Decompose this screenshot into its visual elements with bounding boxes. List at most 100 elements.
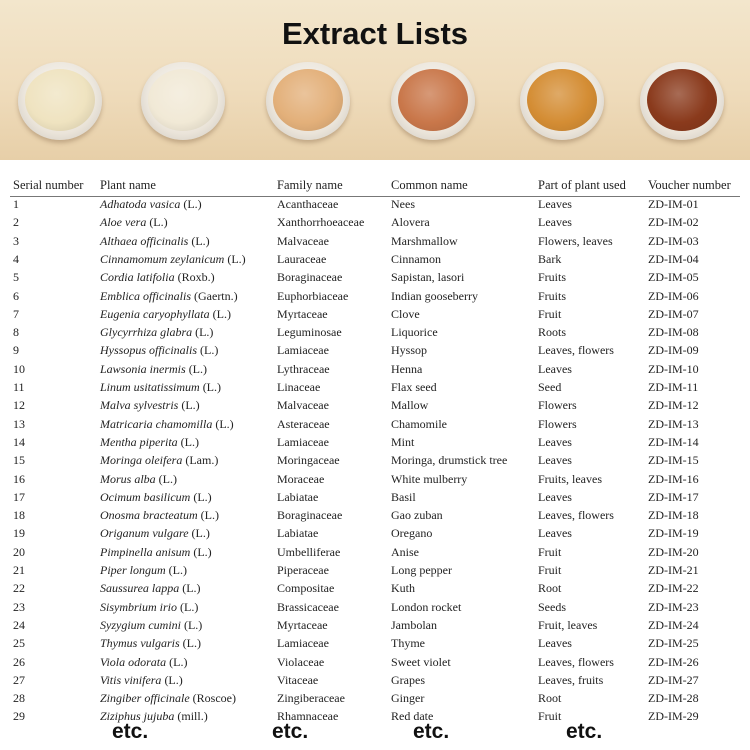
cell-voucher-number: ZD-IM-29 (648, 709, 699, 724)
authority: (L.) (202, 380, 222, 394)
cell-plant-name: Origanum vulgare (L.) (100, 526, 210, 541)
authority: (L.) (193, 544, 212, 559)
cell-plant-name: Ziziphus jujuba (mill.) (100, 709, 208, 724)
cell-part-used: Fruit (538, 563, 562, 577)
header-common-name: Common name (391, 178, 468, 192)
species-name: Piper longum (100, 563, 166, 577)
cell-part-used: Fruit (538, 544, 562, 559)
cell-serial-number: 28 (13, 691, 25, 706)
cell-common-name: White mulberry (391, 471, 468, 486)
cell-common-name: Nees (391, 197, 415, 211)
cell-common-name: Moringa, drumstick tree (391, 453, 508, 468)
authority: (Roxb.) (177, 270, 215, 285)
cell-voucher-number: ZD-IM-27 (648, 672, 699, 687)
cell-voucher-number: ZD-IM-01 (648, 197, 699, 211)
authority: (mill.) (177, 709, 208, 724)
cell-part-used: Leaves (538, 489, 572, 504)
cell-common-name: Henna (391, 361, 423, 376)
cell-voucher-number: ZD-IM-14 (648, 434, 699, 449)
cell-family-name: Asteraceae (277, 416, 330, 431)
header-voucher-number: Voucher number (648, 178, 731, 192)
cell-family-name: Compositae (277, 581, 335, 596)
etc-label: etc. (566, 720, 603, 743)
cell-voucher-number: ZD-IM-02 (648, 215, 699, 230)
authority: (L.) (188, 361, 208, 376)
cell-plant-name: Thymus vulgaris (L.) (100, 636, 201, 651)
header-family-name: Family name (277, 178, 343, 192)
cell-common-name: Liquorice (391, 325, 438, 340)
cell-voucher-number: ZD-IM-11 (648, 380, 699, 394)
cell-common-name: Chamomile (391, 416, 447, 431)
authority: (L.) (193, 489, 212, 504)
cell-family-name: Zingiberaceae (277, 691, 345, 706)
authority: (L.) (183, 197, 202, 211)
cell-family-name: Leguminosae (277, 325, 342, 340)
cell-serial-number: 20 (13, 544, 25, 559)
cell-family-name: Lamiaceae (277, 434, 329, 449)
cell-voucher-number: ZD-IM-15 (648, 453, 699, 468)
cell-common-name: London rocket (391, 599, 462, 614)
cell-plant-name: Pimpinella anisum (L.) (100, 545, 212, 560)
species-name: Saussurea lappa (100, 581, 180, 596)
cell-plant-name: Moringa oleifera (Lam.) (100, 453, 218, 468)
cell-serial-number: 23 (13, 599, 25, 614)
species-name: Moringa oleifera (100, 453, 183, 468)
cell-plant-name: Emblica officinalis (Gaertn.) (100, 289, 238, 304)
powder-bowl-3 (266, 62, 350, 140)
cell-serial-number: 7 (13, 306, 19, 321)
cell-voucher-number: ZD-IM-20 (648, 544, 699, 559)
cell-part-used: Fruits (538, 288, 567, 303)
species-name: Sisymbrium irio (100, 599, 178, 614)
species-name: Origanum vulgare (100, 526, 189, 541)
cell-serial-number: 12 (13, 398, 25, 413)
cell-voucher-number: ZD-IM-03 (648, 233, 699, 248)
cell-part-used: Fruit (538, 709, 562, 724)
cell-common-name: Red date (391, 709, 434, 724)
authority: (L.) (158, 471, 177, 486)
cell-plant-name: Vitis vinifera (L.) (100, 673, 183, 688)
cell-voucher-number: ZD-IM-19 (648, 526, 699, 541)
cell-common-name: Clove (391, 306, 420, 321)
extract-banner: Extract Lists (0, 0, 750, 160)
powder-bowl-2 (141, 62, 225, 140)
header-part-used: Part of plant used (538, 178, 626, 192)
cell-voucher-number: ZD-IM-09 (648, 343, 699, 358)
cell-plant-name: Ocimum basilicum (L.) (100, 490, 212, 505)
cell-common-name: Sweet violet (391, 654, 451, 669)
header-plant-name: Plant name (100, 178, 156, 192)
species-name: Cinnamomum zeylanicum (100, 251, 225, 266)
cell-common-name: Gao zuban (391, 508, 443, 523)
powder-bowl-6 (640, 62, 724, 140)
cell-plant-name: Hyssopus officinalis (L.) (100, 343, 218, 358)
cell-common-name: Mallow (391, 398, 429, 413)
cell-part-used: Seeds (538, 599, 566, 614)
authority: (L.) (182, 581, 201, 596)
cell-family-name: Myrtaceae (277, 306, 328, 321)
cell-family-name: Myrtaceae (277, 617, 328, 632)
cell-serial-number: 11 (13, 380, 25, 394)
species-name: Ziziphus jujuba (100, 709, 175, 724)
etc-label: etc. (112, 720, 149, 743)
cell-plant-name: Onosma bracteatum (L.) (100, 508, 219, 523)
species-name: Ocimum basilicum (100, 489, 191, 504)
species-name: Syzygium cumini (100, 617, 181, 632)
cell-part-used: Seed (538, 380, 562, 394)
cell-plant-name: Viola odorata (L.) (100, 655, 187, 670)
authority: (L.) (183, 617, 203, 632)
species-name: Emblica officinalis (100, 288, 191, 303)
species-name: Lawsonia inermis (100, 361, 186, 376)
authority: (Gaertn.) (194, 288, 238, 303)
cell-family-name: Lamiaceae (277, 636, 329, 651)
cell-serial-number: 18 (13, 508, 25, 523)
cell-plant-name: Cinnamomum zeylanicum (L.) (100, 252, 246, 267)
cell-voucher-number: ZD-IM-22 (648, 581, 699, 596)
species-name: Eugenia caryophyllata (100, 306, 210, 321)
cell-common-name: Cinnamon (391, 251, 441, 266)
species-name: Viola odorata (100, 654, 167, 669)
authority: (L.) (180, 434, 199, 449)
authority: (L.) (195, 325, 214, 340)
cell-part-used: Bark (538, 251, 562, 266)
species-name: Cordia latifolia (100, 270, 175, 285)
authority: (L.) (215, 416, 234, 431)
cell-common-name: Kuth (391, 581, 415, 596)
